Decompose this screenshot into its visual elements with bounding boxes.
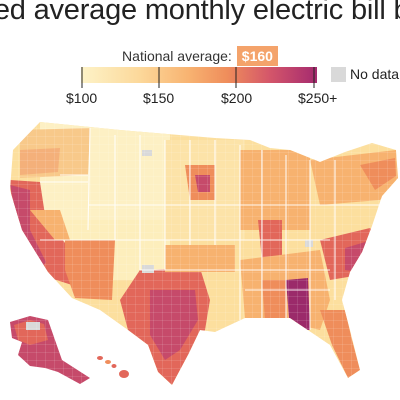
hawaii [97,356,129,378]
legend-no-data-label: No data [350,66,400,82]
legend-tick-100: $100 [66,90,98,106]
national-average: National average: $160 [0,46,400,66]
alaska [10,316,90,384]
legend-tick-150: $150 [143,90,175,106]
state-borders [40,127,400,330]
legend: $100 $150 $200 $250+ No data [0,0,400,110]
legend-ramp [81,67,317,88]
legend-gradient-bar [81,67,317,83]
map-title: ted average monthly electric bill b [0,0,400,26]
legend-tick-250-plus: $250+ [298,90,338,106]
national-average-badge: $160 [236,46,278,66]
national-average-label: National average: [122,48,232,64]
legend-no-data-swatch [331,67,346,82]
legend-tick-200: $200 [221,90,253,106]
